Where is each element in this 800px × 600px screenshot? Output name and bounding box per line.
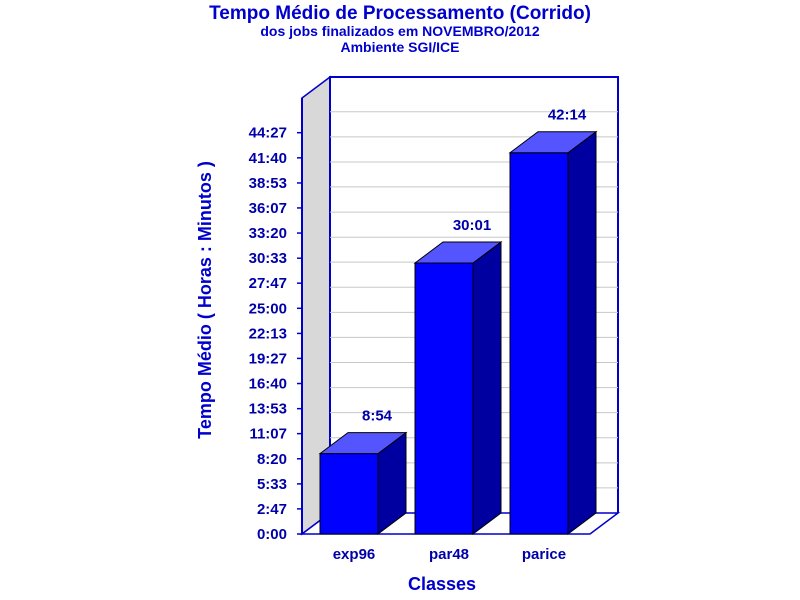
x-tick-label: par48 bbox=[429, 546, 469, 563]
y-tick-label: 22:13 bbox=[249, 325, 287, 342]
chart-title: Tempo Médio de Processamento (Corrido) bbox=[209, 3, 591, 24]
x-axis-title: Classes bbox=[408, 574, 476, 594]
y-tick-label: 33:20 bbox=[249, 225, 287, 242]
bar-value-label: 42:14 bbox=[548, 107, 587, 124]
x-tick-label: parice bbox=[522, 546, 566, 563]
y-tick-label: 19:27 bbox=[249, 350, 287, 367]
bar-front bbox=[319, 453, 379, 535]
y-axis: 0:00 2:47 5:33 8:20 11:07 13:53 16:40 19:27 22:1… bbox=[249, 98, 303, 543]
chart-subtitle-2: Ambiente SGI/ICE bbox=[340, 39, 459, 55]
chart-subtitle: dos jobs finalizados em NOVEMBRO/2012 bbox=[260, 23, 540, 39]
bar-top bbox=[413, 241, 503, 264]
bar-value-label: 30:01 bbox=[453, 217, 491, 234]
x-tick-label: exp96 bbox=[333, 546, 376, 563]
y-tick-label: 38:53 bbox=[249, 175, 287, 192]
y-tick-label: 44:27 bbox=[249, 125, 287, 142]
y-tick-label: 11:07 bbox=[249, 426, 287, 443]
bar-side bbox=[567, 130, 597, 535]
bar-top bbox=[318, 432, 408, 455]
y-tick-label: 41:40 bbox=[249, 150, 287, 167]
y-axis-title: Tempo Médio ( Horas : Minutos ) bbox=[195, 161, 215, 439]
y-tick-label: 13:53 bbox=[249, 401, 287, 418]
y-tick-label: 27:47 bbox=[249, 275, 287, 292]
y-tick-label: 16:40 bbox=[249, 376, 287, 393]
y-tick-label: 25:00 bbox=[249, 300, 287, 317]
bar-side bbox=[472, 241, 502, 535]
y-tick-label: 5:33 bbox=[257, 476, 287, 493]
bar-front bbox=[509, 152, 569, 535]
bars: 8:54 exp96 30:01 par48 42:14 parice bbox=[318, 107, 598, 563]
bar-front bbox=[414, 262, 474, 535]
bar-top bbox=[508, 131, 598, 154]
back-wall-border bbox=[329, 76, 619, 513]
y-tick-label: 8:20 bbox=[257, 451, 287, 468]
bar-value-label: 8:54 bbox=[362, 408, 393, 425]
y-tick-label: 2:47 bbox=[257, 501, 287, 518]
y-tick-label: 0:00 bbox=[257, 526, 287, 543]
y-tick-label: 30:33 bbox=[249, 250, 287, 267]
y-tick-label: 36:07 bbox=[249, 200, 287, 217]
